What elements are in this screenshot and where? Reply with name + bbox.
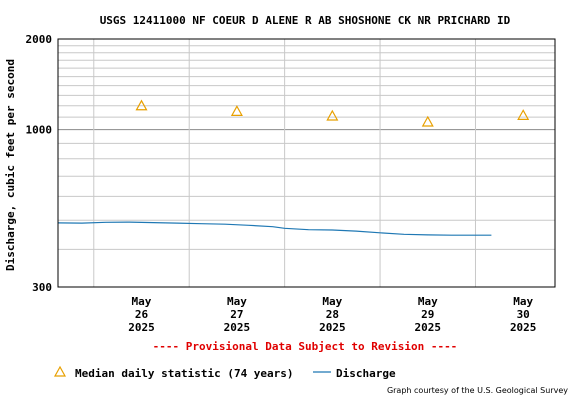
x-tick-label-year: 2025 <box>415 321 442 334</box>
y-tick-label: 300 <box>32 281 52 294</box>
grid-minor-lines <box>58 45 555 250</box>
x-tick-label-month: May <box>227 295 247 308</box>
series-layer <box>57 99 530 236</box>
y-tick-label: 2000 <box>26 33 53 46</box>
x-tick-label-day: 29 <box>421 308 434 321</box>
provisional-note: ---- Provisional Data Subject to Revisio… <box>153 340 458 353</box>
credit-text: Graph courtesy of the U.S. Geological Su… <box>387 386 568 395</box>
x-tick-label-day: 30 <box>517 308 530 321</box>
y-axis-label: Discharge, cubic feet per second <box>4 59 17 271</box>
x-tick-label-month: May <box>418 295 438 308</box>
legend-median-label: Median daily statistic (74 years) <box>75 367 294 380</box>
y-tick-labels: 300 1000 2000 <box>26 33 53 294</box>
median-marker <box>135 99 148 111</box>
x-tick-label-year: 2025 <box>224 321 251 334</box>
discharge-line <box>57 221 492 236</box>
x-tick-label-month: May <box>513 295 533 308</box>
x-tick-label-day: 26 <box>135 308 149 321</box>
chart-title: USGS 12411000 NF COEUR D ALENE R AB SHOS… <box>100 14 511 27</box>
legend-median-marker <box>53 365 67 377</box>
x-tick-label-day: 28 <box>326 308 339 321</box>
x-tick-label-month: May <box>322 295 342 308</box>
median-marker <box>517 109 530 120</box>
y-tick-label: 1000 <box>26 124 53 137</box>
x-tick-labels: May262025May272025May282025May292025May3… <box>128 295 536 334</box>
legend: Median daily statistic (74 years) Discha… <box>53 365 396 380</box>
x-tick-label-day: 27 <box>230 308 243 321</box>
x-tick-label-month: May <box>132 295 152 308</box>
median-marker <box>421 115 434 127</box>
median-marker <box>326 109 339 121</box>
x-tick-label-year: 2025 <box>510 321 537 334</box>
median-marker <box>230 105 243 116</box>
legend-discharge-label: Discharge <box>336 367 396 380</box>
x-tick-label-year: 2025 <box>128 321 155 334</box>
x-tick-label-year: 2025 <box>319 321 346 334</box>
plot-area-border <box>57 38 556 288</box>
